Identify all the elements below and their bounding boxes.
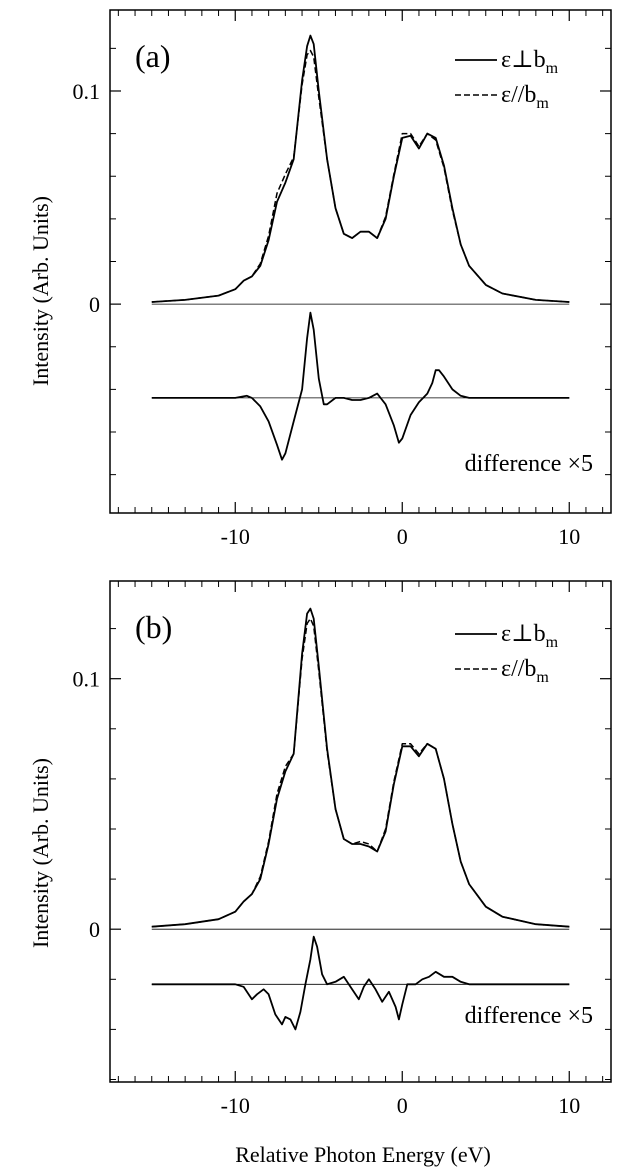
difference-annotation: difference ×5 [465, 1003, 593, 1029]
difference-annotation: difference ×5 [465, 451, 593, 477]
series-line-difference [151, 935, 570, 1031]
y-axis-label: Intensity (Arb. Units) [28, 196, 53, 386]
series-line-parallel [151, 49, 570, 303]
panel-a: -10 0 10 0 0.1 (a) ε⊥bm ε//bm difference ×5 [73, 9, 612, 549]
series-line-difference [151, 311, 570, 461]
x-axis-label: Relative Photon Energy (eV) [235, 1142, 491, 1167]
y-tick-label: 0 [89, 292, 100, 317]
legend-label: ε⊥bm [501, 47, 559, 77]
y-tick-label: 0.1 [73, 79, 101, 104]
x-tick-label: 0 [397, 1093, 408, 1118]
y-tick-label: 0 [89, 917, 100, 942]
x-tick-label: 10 [558, 1093, 580, 1118]
series-line-parallel [151, 617, 570, 928]
y-tick-label: 0.1 [73, 667, 101, 692]
legend-label: ε//bm [501, 82, 549, 112]
panel-b: -10 0 10 0 0.1 (b) ε⊥bm ε//bm difference ×5 [73, 580, 612, 1118]
plot-frame [109, 580, 612, 1083]
y-axis-label: Intensity (Arb. Units) [28, 758, 53, 948]
x-tick-label: -10 [221, 1093, 250, 1118]
series-line-perpendicular [151, 34, 570, 303]
legend-label: ε⊥bm [501, 621, 559, 651]
panel-label: (b) [135, 609, 172, 645]
legend-label: ε//bm [501, 656, 549, 686]
x-tick-label: 0 [397, 524, 408, 549]
panel-label: (a) [135, 38, 171, 74]
x-tick-label: 10 [558, 524, 580, 549]
x-tick-label: -10 [221, 524, 250, 549]
